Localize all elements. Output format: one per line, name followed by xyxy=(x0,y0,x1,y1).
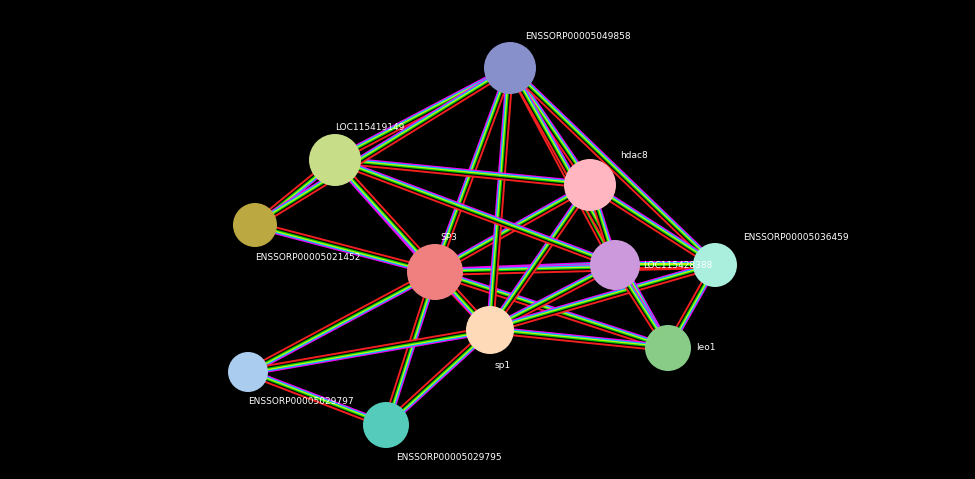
Text: LOC115428388: LOC115428388 xyxy=(643,261,713,270)
Circle shape xyxy=(466,306,514,354)
Circle shape xyxy=(590,240,640,290)
Text: ENSSORP00005029797: ENSSORP00005029797 xyxy=(248,398,354,407)
Circle shape xyxy=(309,134,361,186)
Text: ENSSORP00005049858: ENSSORP00005049858 xyxy=(525,32,631,41)
Text: ENSSORP00005029795: ENSSORP00005029795 xyxy=(396,453,501,461)
Circle shape xyxy=(407,244,463,300)
Text: leo1: leo1 xyxy=(696,343,716,353)
Circle shape xyxy=(484,42,536,94)
Circle shape xyxy=(363,402,409,448)
Circle shape xyxy=(228,352,268,392)
Text: SP3: SP3 xyxy=(440,232,457,241)
Circle shape xyxy=(233,203,277,247)
Circle shape xyxy=(564,159,616,211)
Text: LOC115419149: LOC115419149 xyxy=(335,123,405,132)
Text: ENSSORP00005021452: ENSSORP00005021452 xyxy=(255,253,361,262)
Text: hdac8: hdac8 xyxy=(620,150,647,160)
Text: ENSSORP00005036459: ENSSORP00005036459 xyxy=(743,232,848,241)
Text: sp1: sp1 xyxy=(495,361,511,369)
Circle shape xyxy=(645,325,691,371)
Circle shape xyxy=(693,243,737,287)
